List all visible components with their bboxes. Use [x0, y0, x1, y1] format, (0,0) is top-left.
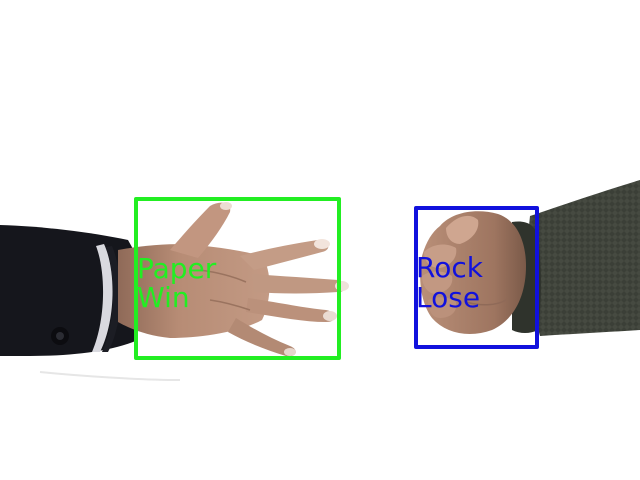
fist-rock — [420, 211, 526, 334]
rock-result-label: Lose — [416, 281, 481, 314]
rock-detection-box — [414, 206, 539, 349]
left-arm — [0, 225, 181, 381]
rock-gesture-label: Rock — [416, 251, 483, 284]
open-hand-paper — [118, 202, 349, 357]
paper-detection-box — [134, 197, 341, 360]
paper-result-label: Win — [137, 281, 190, 314]
paper-gesture-label: Paper — [137, 252, 217, 285]
